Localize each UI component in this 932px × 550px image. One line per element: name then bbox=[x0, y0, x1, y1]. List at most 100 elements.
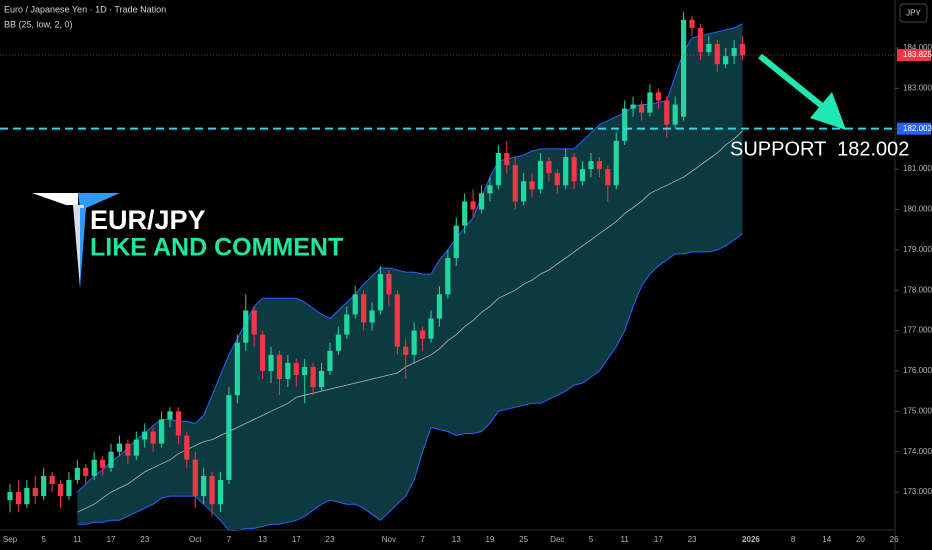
y-tick-label: 178.000 bbox=[903, 285, 932, 294]
candle-body bbox=[310, 366, 316, 388]
y-tick-label: 183.000 bbox=[903, 84, 932, 93]
candle-body bbox=[260, 334, 266, 371]
x-tick-label: 5 bbox=[589, 535, 594, 544]
candle-body bbox=[495, 152, 501, 186]
candle-body bbox=[546, 161, 552, 174]
candle-body bbox=[470, 201, 476, 210]
candle-body bbox=[100, 459, 106, 468]
candle-body bbox=[201, 475, 207, 497]
candle-body bbox=[302, 366, 308, 375]
candle-body bbox=[588, 161, 594, 170]
candle-body bbox=[209, 475, 215, 505]
indicator-label: BB (25, low, 2, 0) bbox=[4, 19, 73, 29]
candle-body bbox=[630, 104, 636, 109]
last-price-tag bbox=[897, 49, 931, 62]
candle-body bbox=[731, 48, 737, 57]
y-tick-label: 176.000 bbox=[903, 366, 932, 375]
candle-body bbox=[234, 342, 240, 396]
y-tick-label: 175.000 bbox=[903, 406, 932, 415]
x-tick-label: 7 bbox=[227, 535, 232, 544]
y-tick-label: 180.000 bbox=[903, 205, 932, 214]
candle-body bbox=[369, 310, 375, 323]
candle-body bbox=[428, 318, 434, 339]
x-tick-label: Dec bbox=[550, 535, 564, 544]
x-tick-label: 8 bbox=[791, 535, 796, 544]
candle-body bbox=[175, 411, 181, 436]
x-tick-label: 14 bbox=[822, 535, 831, 544]
x-tick-label: 17 bbox=[107, 535, 116, 544]
y-tick-label: 174.000 bbox=[903, 447, 932, 456]
candle-body bbox=[453, 225, 459, 258]
symbol-header: Euro / Japanese Yen · 1D · Trade Nation bbox=[4, 4, 166, 14]
candle-body bbox=[268, 354, 274, 371]
candle-body bbox=[7, 492, 13, 501]
candle-body bbox=[57, 483, 64, 497]
candle-body bbox=[192, 459, 198, 497]
x-tick-label: 17 bbox=[654, 535, 663, 544]
candle-body bbox=[487, 185, 493, 194]
candle-body bbox=[125, 443, 131, 456]
candle-body bbox=[664, 100, 670, 125]
candle-body bbox=[655, 92, 661, 101]
candle-body bbox=[49, 475, 55, 484]
candle-body bbox=[723, 56, 729, 65]
candle-body bbox=[251, 310, 257, 335]
candle-body bbox=[344, 314, 350, 335]
support-tag-label: 182.002 bbox=[903, 124, 932, 133]
candle-body bbox=[445, 257, 451, 295]
arrow bbox=[758, 53, 846, 130]
candle-body bbox=[672, 104, 678, 125]
candle-body bbox=[158, 419, 165, 444]
x-tick-label: Sep bbox=[3, 535, 18, 544]
candle-body bbox=[335, 334, 341, 351]
x-tick-label: 26 bbox=[890, 535, 899, 544]
candle-body bbox=[571, 157, 577, 182]
candle-body bbox=[622, 108, 628, 141]
candle-body bbox=[66, 479, 72, 497]
candle-body bbox=[318, 370, 325, 388]
candle-body bbox=[521, 181, 527, 202]
candle-body bbox=[91, 459, 97, 476]
band-fill bbox=[77, 23, 743, 531]
y-tick-label: 184.000 bbox=[903, 43, 932, 52]
candle-body bbox=[108, 451, 114, 468]
candle-body bbox=[411, 330, 417, 355]
candle-body bbox=[579, 169, 586, 182]
candle-body bbox=[361, 294, 367, 323]
candle-body bbox=[647, 92, 653, 113]
candle-body bbox=[605, 169, 611, 186]
candle-body bbox=[596, 161, 602, 170]
plot-area bbox=[7, 11, 746, 531]
x-tick-label: 23 bbox=[688, 535, 697, 544]
x-tick-label: 23 bbox=[326, 535, 335, 544]
watermark-title: EUR/JPY bbox=[90, 205, 206, 235]
currency-label[interactable]: JPY bbox=[906, 9, 921, 18]
candle-body bbox=[436, 294, 443, 319]
x-tick-label: 23 bbox=[140, 535, 149, 544]
support-tag bbox=[897, 122, 931, 135]
candle-body bbox=[285, 362, 291, 380]
logo bbox=[32, 193, 120, 288]
x-tick-label: 11 bbox=[73, 535, 82, 544]
last-price-label: 183.825 bbox=[903, 50, 932, 59]
candle-body bbox=[697, 27, 704, 53]
candle-body bbox=[706, 43, 712, 53]
candle-body bbox=[167, 411, 173, 420]
candle-body bbox=[327, 350, 333, 371]
x-tick-label: 17 bbox=[292, 535, 301, 544]
candle-body bbox=[563, 157, 569, 186]
x-tick-label: 7 bbox=[420, 535, 425, 544]
candle-body bbox=[419, 330, 426, 339]
candle-body bbox=[352, 294, 358, 315]
candle-body bbox=[714, 43, 720, 65]
candle-body bbox=[83, 467, 89, 476]
y-tick-label: 179.000 bbox=[903, 245, 932, 254]
support-annotation: SUPPORT 182.002 bbox=[730, 138, 909, 160]
currency-box[interactable] bbox=[899, 3, 928, 23]
candle-body bbox=[554, 173, 560, 186]
candle-body bbox=[377, 274, 384, 311]
x-tick-label: 2026 bbox=[742, 535, 760, 544]
band-lower bbox=[77, 233, 743, 531]
